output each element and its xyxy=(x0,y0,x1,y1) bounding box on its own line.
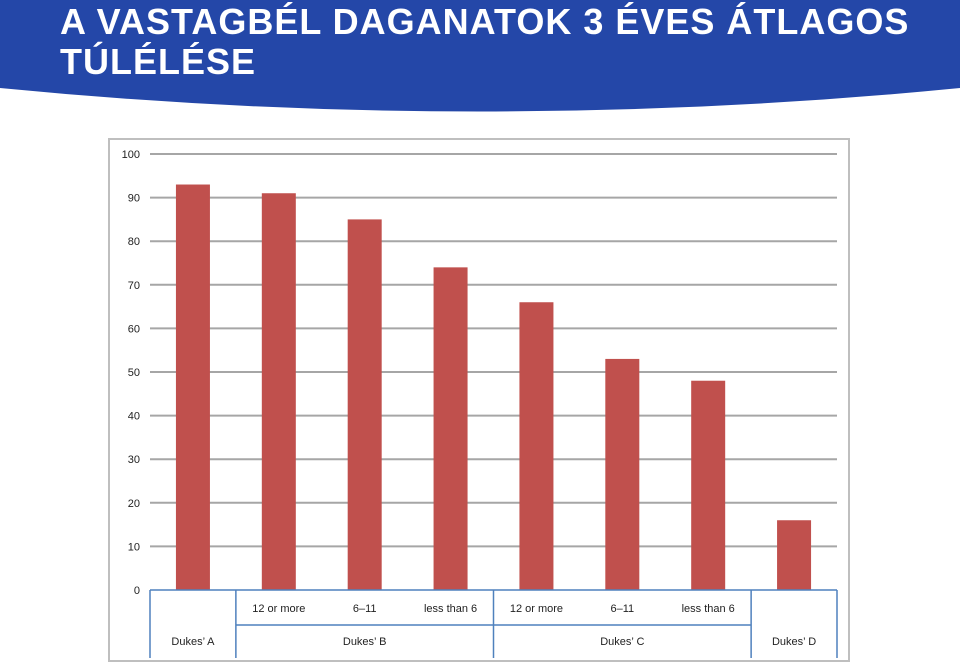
y-axis-ticks: 0 10 20 30 40 50 60 70 80 90 100 xyxy=(122,149,140,597)
bars xyxy=(175,184,812,591)
y-tick-label: 70 xyxy=(128,280,140,292)
y-tick-label: 30 xyxy=(128,454,140,466)
x-subcategory-label: 12 or more xyxy=(252,603,305,615)
x-subcategory-label: 6–11 xyxy=(610,603,634,615)
title-banner xyxy=(0,0,960,112)
x-subcategory-label: 12 or more xyxy=(510,603,563,615)
y-tick-label: 100 xyxy=(122,149,140,161)
y-tick-label: 50 xyxy=(128,367,140,379)
bar xyxy=(261,193,296,591)
x-subcategory-label: less than 6 xyxy=(682,603,735,615)
y-tick-label: 90 xyxy=(128,193,140,205)
category-table: Dukes’ A 12 or more 6–11 less than 6 Dukes’ … xyxy=(149,589,838,658)
chart-frame: 0 10 20 30 40 50 60 70 80 90 100 Dukes’ A 12 or mor… xyxy=(108,138,850,662)
x-group-label: Dukes’ D xyxy=(772,636,816,648)
y-tick-label: 60 xyxy=(128,323,140,335)
x-subcategory-label: less than 6 xyxy=(424,603,477,615)
slide-title: A VASTAGBÉL DAGANATOK 3 ÉVES ÁTLAGOS TÚL… xyxy=(60,1,910,82)
bar xyxy=(691,380,726,590)
bar xyxy=(175,184,210,590)
y-tick-label: 80 xyxy=(128,236,140,248)
x-group-label: Dukes’ C xyxy=(600,636,644,648)
y-tick-label: 0 xyxy=(134,585,140,597)
bar-chart: 0 10 20 30 40 50 60 70 80 90 100 Dukes’ A 12 or mor… xyxy=(122,149,838,658)
y-tick-label: 40 xyxy=(128,411,140,423)
bar xyxy=(605,358,640,590)
gridlines xyxy=(150,153,837,548)
y-tick-label: 20 xyxy=(128,498,140,510)
x-group-label: Dukes’ A xyxy=(171,636,215,648)
bar xyxy=(433,267,468,590)
bar xyxy=(347,219,382,590)
y-tick-label: 10 xyxy=(128,541,140,553)
bar xyxy=(777,520,812,590)
x-subcategory-label: 6–11 xyxy=(353,603,377,615)
banner-shape xyxy=(0,0,960,112)
x-group-label: Dukes’ B xyxy=(343,636,387,648)
bar xyxy=(519,302,554,590)
